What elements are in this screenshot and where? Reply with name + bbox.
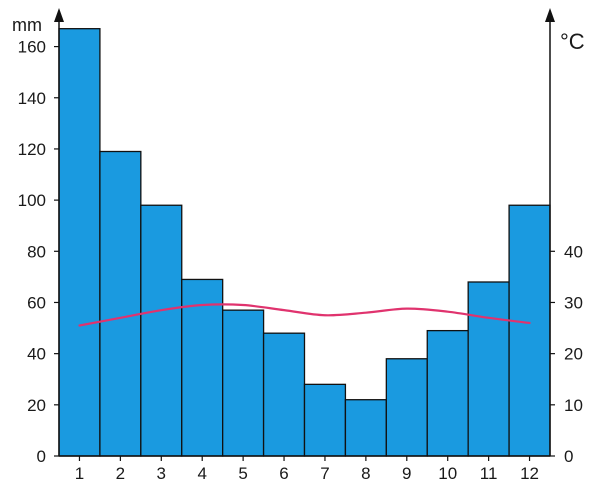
right-tick-label: 30 bbox=[564, 293, 583, 312]
precipitation-bar-6 bbox=[264, 333, 305, 456]
left-tick-label: 120 bbox=[18, 140, 46, 159]
precipitation-bar-3 bbox=[141, 205, 182, 456]
x-tick-label: 10 bbox=[438, 464, 457, 483]
x-tick-label: 4 bbox=[197, 464, 206, 483]
precipitation-bar-2 bbox=[100, 152, 141, 457]
left-tick-label: 160 bbox=[18, 38, 46, 57]
x-tick-label: 1 bbox=[75, 464, 84, 483]
precipitation-bar-5 bbox=[223, 310, 264, 456]
right-tick-label: 20 bbox=[564, 345, 583, 364]
right-axis-unit: °C bbox=[560, 29, 585, 54]
x-tick-label: 12 bbox=[520, 464, 539, 483]
precipitation-bar-11 bbox=[468, 282, 509, 456]
left-tick-label: 80 bbox=[27, 242, 46, 261]
precipitation-bar-10 bbox=[427, 331, 468, 456]
precipitation-bars bbox=[59, 29, 550, 456]
left-axis-unit: mm bbox=[12, 15, 42, 35]
precipitation-bar-8 bbox=[345, 400, 386, 456]
x-tick-label: 9 bbox=[402, 464, 411, 483]
left-tick-label: 40 bbox=[27, 345, 46, 364]
x-tick-label: 11 bbox=[480, 464, 498, 483]
x-tick-label: 6 bbox=[279, 464, 288, 483]
precipitation-bar-9 bbox=[386, 359, 427, 456]
x-tick-label: 3 bbox=[157, 464, 166, 483]
precipitation-bar-1 bbox=[59, 29, 100, 456]
right-tick-label: 40 bbox=[564, 242, 583, 261]
precipitation-bar-7 bbox=[305, 384, 346, 456]
x-tick-label: 7 bbox=[320, 464, 329, 483]
right-axis-arrow bbox=[545, 8, 555, 22]
right-tick-label: 10 bbox=[564, 396, 583, 415]
left-tick-label: 20 bbox=[27, 396, 46, 415]
left-tick-label: 140 bbox=[18, 89, 46, 108]
left-axis-arrow bbox=[54, 8, 64, 22]
left-tick-label: 100 bbox=[18, 191, 46, 210]
left-tick-label: 0 bbox=[37, 447, 46, 466]
x-tick-label: 8 bbox=[361, 464, 370, 483]
x-tick-label: 5 bbox=[238, 464, 247, 483]
left-tick-label: 60 bbox=[27, 293, 46, 312]
right-tick-label: 0 bbox=[564, 447, 573, 466]
precipitation-bar-12 bbox=[509, 205, 550, 456]
x-tick-label: 2 bbox=[116, 464, 125, 483]
